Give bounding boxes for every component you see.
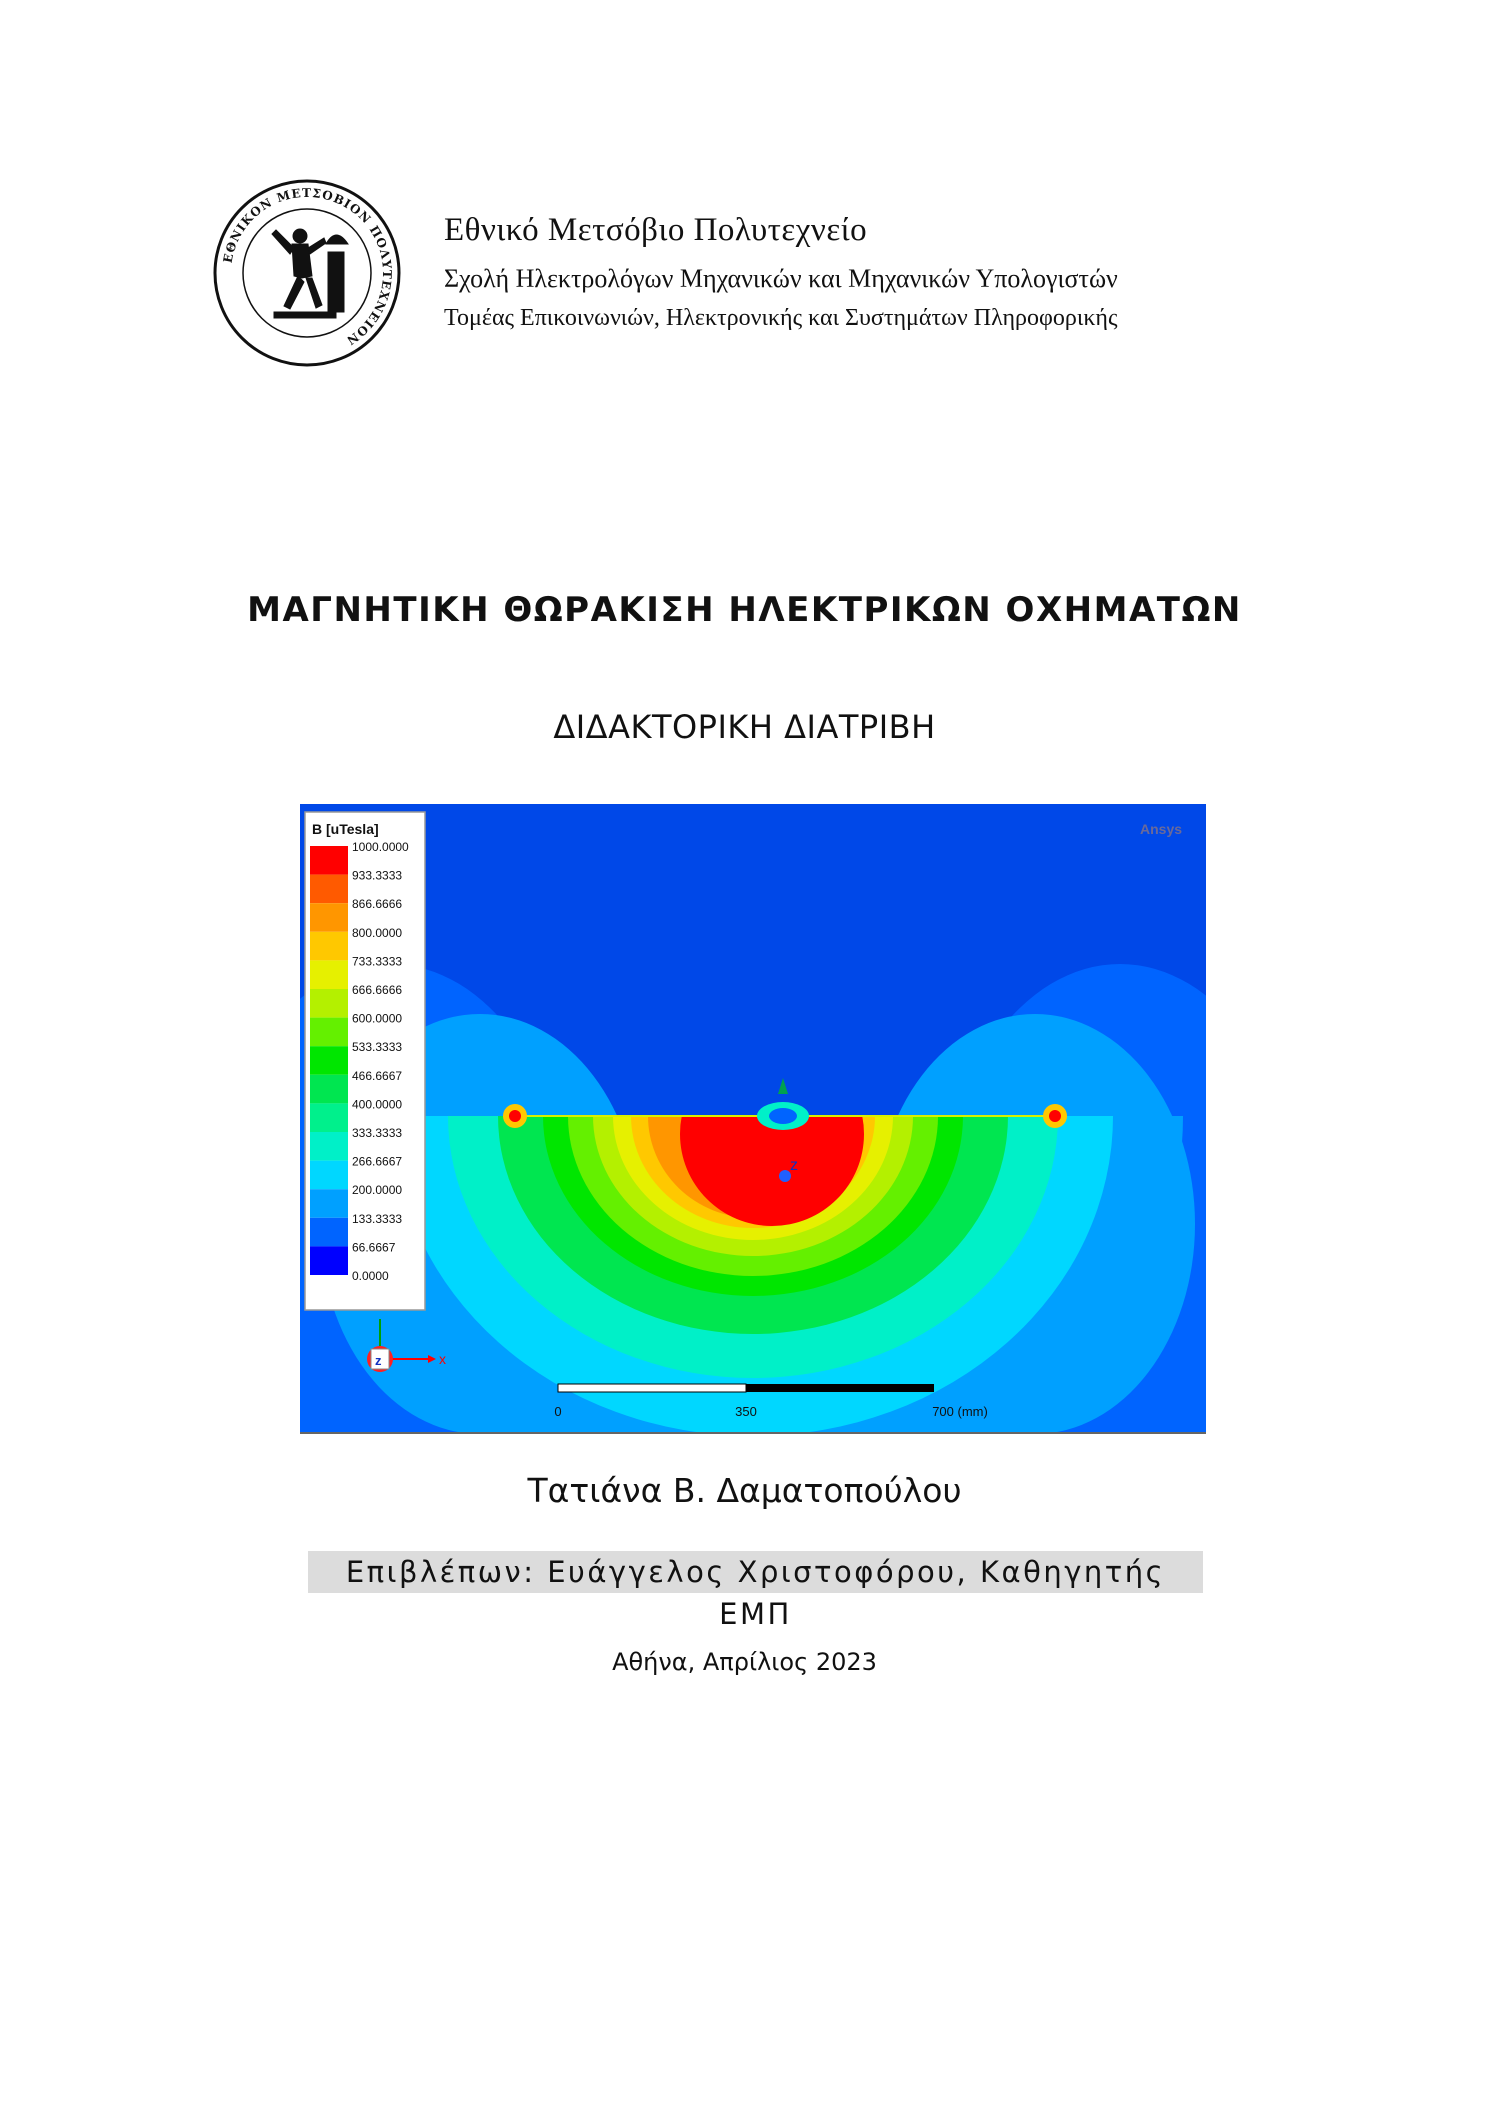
legend-value: 533.3333 <box>352 1040 402 1054</box>
legend-swatch <box>310 960 348 989</box>
legend-value: 400.0000 <box>352 1097 402 1111</box>
legend-swatch <box>310 1246 348 1275</box>
svg-text:z: z <box>790 1157 798 1174</box>
ansys-watermark: Ansys <box>1140 821 1182 837</box>
magnetic-field-simulation-image: z B [uTesla] 1000.0000 933.3333 866.6666 80… <box>300 804 1206 1434</box>
legend-swatch <box>310 1189 348 1218</box>
legend-swatch <box>310 931 348 961</box>
svg-text:x: x <box>439 1351 446 1367</box>
legend-swatch <box>310 1160 348 1190</box>
legend-value: 466.6667 <box>352 1069 402 1083</box>
legend-value: 66.6667 <box>352 1240 396 1254</box>
place-date: Αθήνα, Απρίλιος 2023 <box>612 1648 877 1676</box>
scale-tick-350: 350 <box>735 1404 757 1419</box>
legend-value: 800.0000 <box>352 926 402 940</box>
legend-value: 600.0000 <box>352 1012 402 1026</box>
legend-value: 266.6667 <box>352 1155 402 1169</box>
legend-value: 933.3333 <box>352 869 402 883</box>
svg-text:z: z <box>375 1353 382 1368</box>
legend-value: 1000.0000 <box>352 840 409 854</box>
scale-tick-0: 0 <box>554 1404 561 1419</box>
legend-value: 133.3333 <box>352 1212 402 1226</box>
legend-value: 733.3333 <box>352 954 402 968</box>
legend-swatch <box>310 1132 348 1161</box>
scale-tick-700: 700 (mm) <box>932 1404 988 1419</box>
author-name: Τατιάνα Β. Δαματοπούλου <box>527 1471 962 1510</box>
thesis-title: ΜΑΓΝΗΤΙΚΗ ΘΩΡΑΚΙΣΗ ΗΛΕΚΤΡΙΚΩΝ ΟΧΗΜΑΤΩΝ <box>247 590 1242 630</box>
legend-swatch <box>310 989 348 1018</box>
legend-value: 666.6666 <box>352 983 402 997</box>
legend-swatch <box>310 1103 348 1132</box>
institution-name: Εθνικό Μετσόβιο Πολυτεχνείο <box>444 212 868 248</box>
school-name: Σχολή Ηλεκτρολόγων Μηχανικών και Μηχανικ… <box>444 264 1118 293</box>
legend-swatch <box>310 874 348 904</box>
legend-swatch <box>310 1217 348 1247</box>
legend-swatch <box>310 846 348 875</box>
legend-swatch <box>310 1017 348 1047</box>
legend-title: B [uTesla] <box>312 821 379 837</box>
supervisor: Επιβλέπων: Ευάγγελος Χριστοφόρου, Καθηγη… <box>308 1551 1203 1631</box>
legend-value: 0.0000 <box>352 1269 389 1283</box>
legend-swatch <box>310 1046 348 1075</box>
department-name: Τομέας Επικοινωνιών, Ηλεκτρονικής και Συ… <box>444 305 1118 331</box>
scale-bar: 0 350 700 (mm) <box>554 1383 988 1419</box>
legend-swatch <box>310 903 348 932</box>
legend-value: 333.3333 <box>352 1126 402 1140</box>
legend-value: 866.6666 <box>352 897 402 911</box>
coordinate-triad-icon: z x <box>367 1319 446 1372</box>
legend-swatch <box>310 1074 348 1104</box>
legend-swatches <box>310 846 348 1275</box>
legend-labels: 1000.0000 933.3333 866.6666 800.0000 733.333… <box>352 840 409 1283</box>
document-type: ΔΙΔΑΚΤΟΡΙΚΗ ΔΙΑΤΡΙΒΗ <box>553 708 936 746</box>
legend-value: 200.0000 <box>352 1183 402 1197</box>
ntua-seal-logo: ΕΘΝΙΚΟΝ ΜΕΤΣΟΒΙΟΝ ΠΟΛΥΤΕΧΝΕΙΟΝ <box>213 179 401 367</box>
